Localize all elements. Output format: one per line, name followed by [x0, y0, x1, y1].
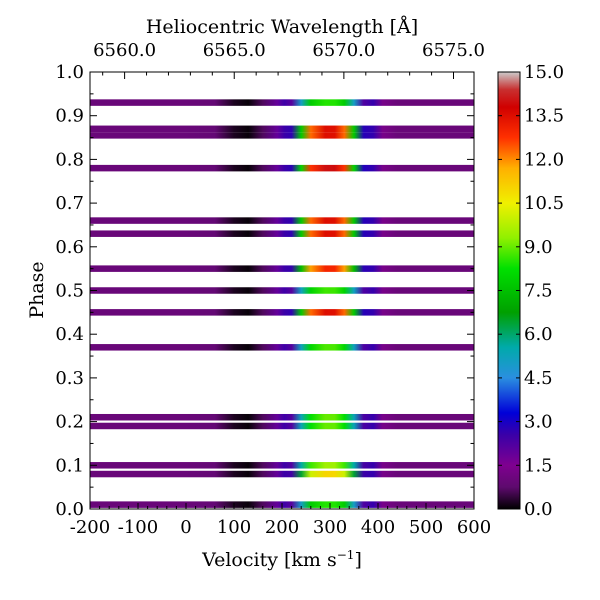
- colorbar-tick-label: 6.0: [524, 324, 553, 345]
- colorbar-ticks: 0.0 1.5 3.0 4.5 6.0 7.5 9.0 10.5 12.0 13.5 15.0: [498, 62, 564, 520]
- x-ticks: -200 -100 0 100 200 300 400 500 600: [70, 503, 491, 538]
- x-tick-label: 300: [313, 517, 347, 538]
- spectrum-strip: [90, 164, 474, 172]
- y-tick-label: 0.3: [55, 368, 84, 389]
- top-tick-label: 6565.0: [203, 40, 266, 61]
- y-tick-label: 0.1: [55, 455, 84, 476]
- top-tick-label: 6560.0: [93, 40, 156, 61]
- y-tick-label: 0.5: [55, 281, 84, 302]
- spectrum-strip: [90, 422, 474, 430]
- x-tick-label: 100: [217, 517, 251, 538]
- colorbar-tick-label: 13.5: [524, 106, 564, 127]
- colorbar-tick-label: 1.5: [524, 455, 553, 476]
- spectrum-strip: [90, 132, 474, 139]
- x-tick-label: 200: [265, 517, 299, 538]
- colorbar-tick-label: 7.5: [524, 281, 553, 302]
- top-ticks: 6560.0 6565.0 6570.0 6575.0: [93, 40, 485, 79]
- x-tick-label: 600: [457, 517, 491, 538]
- colorbar-tick-label: 3.0: [524, 412, 553, 433]
- y-tick-label: 0.9: [55, 106, 84, 127]
- x-tick-label: 0: [180, 517, 191, 538]
- y-tick-label: 0.2: [55, 412, 84, 433]
- top-axis-label: Heliocentric Wavelength [Å]: [146, 16, 418, 38]
- x-tick-label: 400: [361, 517, 395, 538]
- spectra-strips: [90, 99, 474, 508]
- spectrum-strip: [90, 470, 474, 478]
- y-tick-label: 0.4: [55, 324, 84, 345]
- y-tick-label: 0.7: [55, 193, 84, 214]
- y-ticks: 0.0 0.1 0.2 0.3 0.4 0.5 0.6 0.7 0.8 0.9 1.0: [55, 62, 474, 520]
- y-tick-label: 0.6: [55, 237, 84, 258]
- spectrum-strip: [90, 230, 474, 237]
- x-axis-label-end: ]: [354, 549, 361, 571]
- y-tick-label: 1.0: [55, 62, 84, 83]
- spectrum-strip: [90, 413, 474, 421]
- spectrum-strip: [90, 125, 474, 133]
- top-tick-label: 6570.0: [312, 40, 375, 61]
- colorbar-tick-label: 15.0: [524, 62, 564, 83]
- x-axis-label-main: Velocity [km s: [201, 549, 337, 571]
- colorbar-tick-label: 9.0: [524, 237, 553, 258]
- colorbar-tick-label: 10.5: [524, 193, 564, 214]
- y-axis-label: Phase: [26, 261, 48, 318]
- x-axis-label: Velocity [km s−1]: [201, 548, 362, 571]
- x-axis-label-sup: −1: [337, 548, 355, 562]
- spectrum-strip: [90, 217, 474, 224]
- colorbar-tick-label: 0.0: [524, 499, 553, 520]
- colorbar-tick-label: 4.5: [524, 368, 553, 389]
- x-tick-label: 500: [409, 517, 443, 538]
- spectrum-strip: [90, 309, 474, 316]
- colorbar-tick-label: 12.0: [524, 149, 564, 170]
- spectrum-strip: [90, 99, 474, 106]
- y-tick-label: 0.0: [55, 499, 84, 520]
- spectrum-strip: [90, 462, 474, 469]
- spectrum-strip: [90, 344, 474, 351]
- top-tick-label: 6575.0: [422, 40, 485, 61]
- spectrum-strip: [90, 287, 474, 294]
- x-tick-label: -100: [118, 517, 158, 538]
- spectrum-strip: [90, 265, 474, 272]
- x-tick-label: -200: [70, 517, 110, 538]
- y-tick-label: 0.8: [55, 149, 84, 170]
